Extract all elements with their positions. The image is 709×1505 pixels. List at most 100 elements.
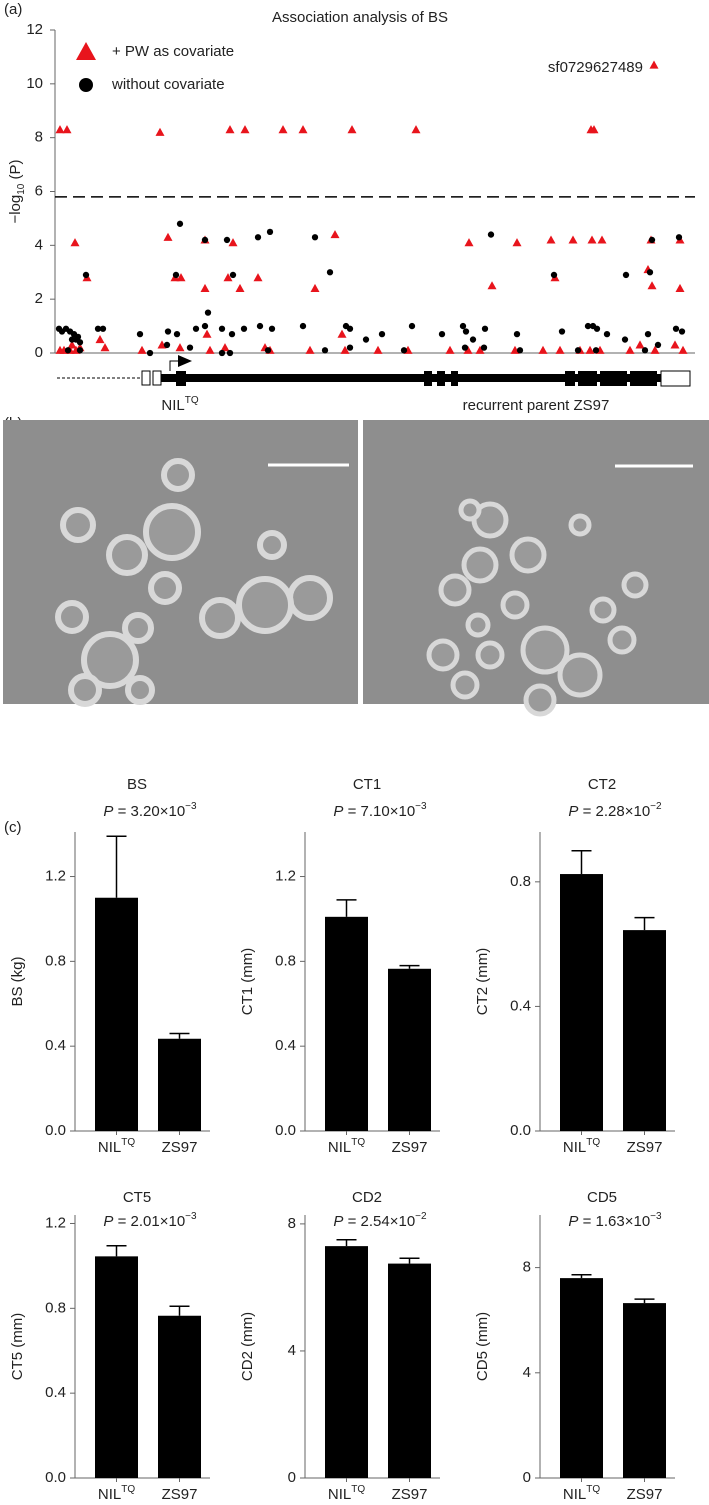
chart-title: CT2 xyxy=(588,776,616,793)
triangle-point xyxy=(202,329,212,338)
p-value-part: P xyxy=(568,1213,578,1230)
triangle-point xyxy=(223,273,233,282)
error-bar xyxy=(634,1298,655,1304)
x-tick-label-part: ZS97 xyxy=(392,1139,428,1156)
p-value-part: P xyxy=(103,803,113,820)
circle-point xyxy=(164,328,172,335)
p-value-part: −3 xyxy=(185,801,197,812)
triangle-point xyxy=(225,125,235,134)
circle-point xyxy=(603,331,611,338)
triangle-point xyxy=(670,340,680,349)
circle-point xyxy=(264,347,272,354)
x-tick-label: NILTQ xyxy=(563,1137,600,1156)
y-tick-label: 4 xyxy=(288,1342,296,1359)
circle-point xyxy=(574,347,582,354)
y-tick-label: 8 xyxy=(35,129,43,146)
circle-point xyxy=(378,331,386,338)
circle-point xyxy=(678,328,686,335)
circle-point xyxy=(641,347,649,354)
circle-point xyxy=(136,331,144,338)
chart-title: CT5 xyxy=(123,1189,151,1206)
x-tick-label: ZS97 xyxy=(627,1486,663,1503)
error-bar xyxy=(106,835,127,898)
annotation: sf0729627489 xyxy=(548,59,643,76)
triangle-point xyxy=(650,345,660,354)
legend-marker xyxy=(76,42,96,60)
triangle-point xyxy=(555,345,565,354)
circle-point xyxy=(326,269,334,276)
legend-marker xyxy=(79,78,93,92)
chart-title: CT1 xyxy=(353,776,381,793)
circle-point xyxy=(311,234,319,241)
triangle-point xyxy=(635,340,645,349)
triangle-point xyxy=(510,345,520,354)
p-value-part: −3 xyxy=(415,801,427,812)
y-axis-label: CD5 (mm) xyxy=(474,1312,491,1381)
x-tick-label-part: ZS97 xyxy=(162,1486,198,1503)
triangle-point xyxy=(205,345,215,354)
x-tick-label-part: ZS97 xyxy=(627,1486,663,1503)
x-tick-label-part: ZS97 xyxy=(627,1139,663,1156)
y-axis-label: BS (kg) xyxy=(9,956,26,1006)
circle-point xyxy=(462,328,470,335)
error-bar xyxy=(399,1257,420,1264)
circle-point xyxy=(622,271,630,279)
y-axis-label-part: 10 xyxy=(16,183,27,195)
y-axis-label: CT1 (mm) xyxy=(239,948,256,1016)
circle-point xyxy=(226,349,234,357)
y-tick-label: 10 xyxy=(26,75,43,92)
circle-point xyxy=(593,325,601,332)
triangle-point xyxy=(463,345,473,354)
circle-point xyxy=(550,271,558,279)
legend-label: + PW as covariate xyxy=(112,43,234,60)
image-title-part: NIL xyxy=(161,397,184,414)
triangle-point xyxy=(589,125,599,134)
circle-point xyxy=(459,322,467,330)
circle-point xyxy=(346,344,354,351)
image-title: NILTQ xyxy=(161,395,198,414)
y-tick-label: 0.0 xyxy=(45,1122,66,1139)
triangle-point xyxy=(330,230,340,239)
triangle-point xyxy=(445,345,455,354)
circle-point xyxy=(76,339,84,346)
triangle-point xyxy=(546,235,556,244)
y-axis-label: CT2 (mm) xyxy=(474,948,491,1016)
y-tick-label: 0 xyxy=(288,1469,296,1486)
circle-point xyxy=(400,347,408,354)
circle-point xyxy=(229,271,237,279)
chart-title: CD5 xyxy=(587,1189,617,1206)
triangle-point xyxy=(176,273,186,282)
y-tick-label: 0.0 xyxy=(510,1122,531,1139)
triangle-point xyxy=(70,238,80,247)
y-tick-label: 0.8 xyxy=(45,952,66,969)
circle-point xyxy=(592,347,600,354)
circle-point xyxy=(163,341,171,349)
circle-point xyxy=(82,271,90,279)
triangle-point xyxy=(55,125,65,134)
y-tick-label: 1.2 xyxy=(45,868,66,885)
circle-point xyxy=(228,331,236,338)
y-tick-label: 0.8 xyxy=(510,873,531,890)
triangle-point xyxy=(411,125,421,134)
circle-point xyxy=(675,234,683,241)
y-tick-label: 0.4 xyxy=(275,1037,296,1054)
p-value: P = 2.54×10−2 xyxy=(333,1211,427,1230)
circle-point xyxy=(218,325,226,332)
y-tick-label: 8 xyxy=(288,1215,296,1232)
circle-point xyxy=(223,236,231,244)
image-title-part: recurrent parent ZS97 xyxy=(463,397,610,414)
bar xyxy=(560,1278,603,1478)
image-title: recurrent parent ZS97 xyxy=(463,397,610,414)
y-tick-label: 0.4 xyxy=(45,1384,66,1401)
triangle-point xyxy=(538,345,548,354)
circle-point xyxy=(621,336,629,343)
bar xyxy=(623,1303,666,1478)
y-tick-label: 0.4 xyxy=(510,997,531,1014)
circle-point xyxy=(76,347,84,354)
triangle-point xyxy=(228,238,238,247)
triangle-point xyxy=(175,343,185,352)
circle-point xyxy=(186,344,194,351)
chart-title: BS xyxy=(127,776,147,793)
y-tick-label: 12 xyxy=(26,21,43,38)
legend-label: without covariate xyxy=(111,76,225,93)
